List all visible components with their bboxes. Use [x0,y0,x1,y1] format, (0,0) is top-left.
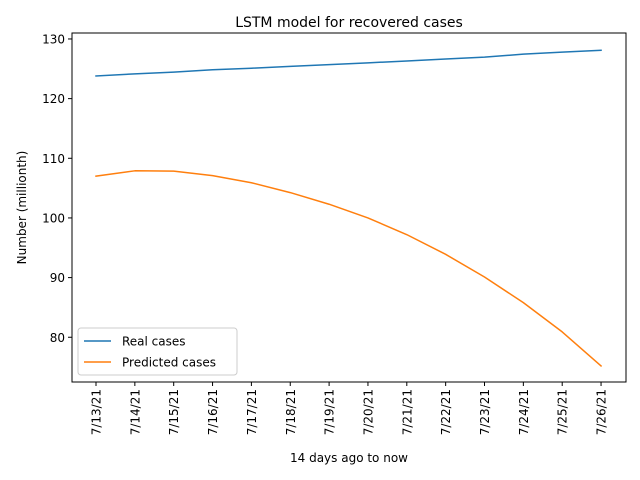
chart-title: LSTM model for recovered cases [235,15,463,31]
x-tick-label: 7/17/21 [245,389,259,435]
x-axis: 7/13/21 7/14/21 7/15/21 7/16/21 7/17/21 7/18/… [90,382,609,435]
y-axis-label: Number (millionth) [15,151,29,265]
x-tick-label: 7/24/21 [517,389,531,435]
x-tick-label: 7/23/21 [478,389,492,435]
x-tick-label: 7/18/21 [284,389,298,435]
y-tick-label: 130 [42,32,65,46]
y-tick-label: 80 [50,331,65,345]
x-tick-label: 7/14/21 [128,389,142,435]
y-tick-label: 110 [42,152,65,166]
legend: Real cases Predicted cases [77,327,238,376]
y-tick-label: 100 [42,211,65,225]
x-tick-label: 7/26/21 [595,389,609,435]
x-tick-label: 7/21/21 [400,389,414,435]
series-group [95,49,603,367]
x-tick-label: 7/16/21 [206,389,220,435]
y-tick-label: 120 [42,92,65,106]
x-tick-label: 7/19/21 [323,389,337,435]
series-line-real-cases [95,49,602,77]
x-tick-label: 7/20/21 [361,389,375,435]
x-tick-label: 7/13/21 [90,389,104,435]
x-tick-label: 7/15/21 [167,389,181,435]
plot-area [72,33,626,382]
series-line-predicted-cases [95,170,603,367]
axes-frame [71,32,627,383]
y-tick-label: 90 [50,271,65,285]
legend-label-predicted-cases: Predicted cases [122,356,216,370]
legend-box [77,327,238,376]
y-axis: 80 90 100 110 120 130 [42,32,72,345]
x-tick-label: 7/25/21 [556,389,570,435]
legend-label-real-cases: Real cases [122,335,186,349]
x-tick-label: 7/22/21 [439,389,453,435]
x-axis-label: 14 days ago to now [290,451,408,465]
